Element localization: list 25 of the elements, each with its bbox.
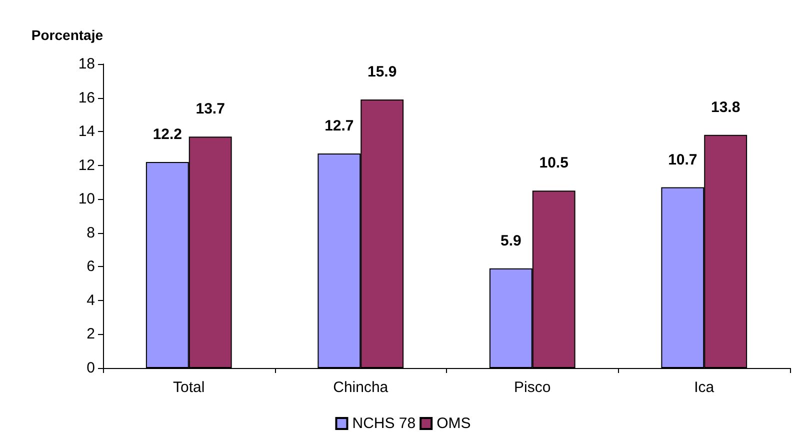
data-label: 10.7 [668,151,698,168]
y-tick-label: 0 [86,360,95,376]
y-tick-label: 10 [78,190,95,208]
data-label: 13.7 [196,100,225,118]
data-label: 12.2 [152,126,182,143]
x-tick-label: Total [173,379,205,396]
y-tick-label: 8 [86,224,95,242]
x-tick-label: Chincha [333,379,389,396]
data-label: 12.7 [324,118,354,135]
y-tick-label: 6 [86,258,95,276]
y-tick-label: 18 [78,56,95,72]
data-label: 13.8 [710,98,740,116]
y-tick-label: 2 [86,326,95,343]
data-label: 5.9 [500,232,522,250]
legend-label: OMS [436,415,471,432]
y-axis-title: Porcentaje [31,27,104,43]
legend-label: NCHS 78 [352,415,416,432]
y-tick-label: 16 [78,89,95,106]
y-tick-label: 4 [86,292,95,309]
x-tick-label: Ica [694,379,715,396]
y-tick-label: 12 [78,156,95,174]
y-tick-label: 14 [78,123,95,140]
x-tick-label: Pisco [514,379,551,396]
data-label: 15.9 [367,63,397,80]
data-label: 10.5 [539,154,568,172]
